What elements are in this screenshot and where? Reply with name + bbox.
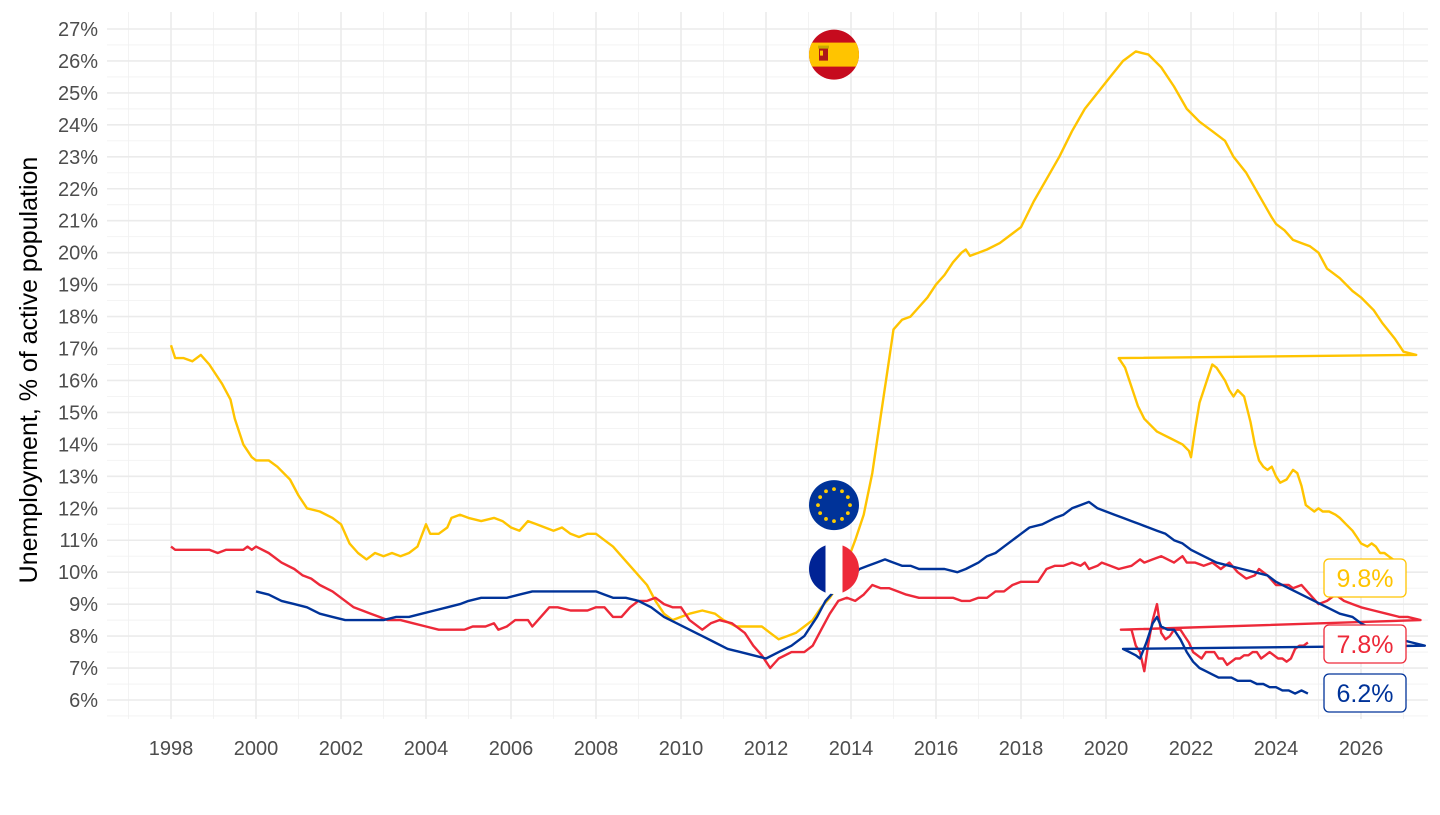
x-tick-label: 2000 [234, 738, 279, 760]
y-tick-label: 13% [58, 466, 98, 488]
y-tick-label: 18% [58, 307, 98, 329]
x-axis-ticks: 1998 2000 2002 2004 2006 2008 2010 2012 2014 2016… [149, 738, 1384, 760]
y-tick-label: 19% [58, 275, 98, 297]
series-line-france [170, 545, 1422, 673]
x-tick-label: 2006 [489, 738, 534, 760]
eu-flag-icon [809, 480, 859, 531]
y-tick-label: 20% [58, 243, 98, 265]
x-tick-label: 2010 [659, 738, 704, 760]
series-lines [169, 50, 1426, 695]
eu-star [845, 495, 850, 499]
minor-gridlines [107, 12, 1428, 719]
y-tick-label: 15% [58, 402, 98, 424]
y-tick-label: 14% [58, 434, 98, 456]
x-tick-label: 2020 [1084, 738, 1129, 760]
y-tick-label: 21% [58, 211, 98, 233]
y-tick-label: 8% [69, 626, 98, 648]
end-label-box [1323, 558, 1407, 598]
end-label-box [1323, 624, 1407, 664]
x-tick-label: 2012 [744, 738, 789, 760]
eu-star [818, 511, 823, 515]
x-tick-label: 2024 [1254, 738, 1299, 760]
y-axis-ticks: 6% 7% 8% 9% 10% 11% 12% 13% 14% 15% 16% 17% 18% 19% 20… [58, 19, 98, 712]
spain-flag-icon [809, 29, 859, 80]
end-label-spain: 9.8% [1323, 558, 1407, 598]
major-gridlines [107, 12, 1428, 719]
y-tick-label: 9% [69, 594, 98, 616]
y-axis-title: Unemployment, % of active population [15, 157, 43, 584]
x-tick-label: 2022 [1169, 738, 1214, 760]
x-tick-label: 2016 [914, 738, 959, 760]
y-tick-label: 22% [58, 179, 98, 201]
france-flag-icon [809, 544, 859, 594]
eu-star [840, 517, 844, 521]
end-label-euro-area: 6.2% [1323, 673, 1407, 713]
y-tick-label: 16% [58, 370, 98, 392]
x-tick-label: 2026 [1339, 738, 1384, 760]
x-tick-label: 2002 [319, 738, 364, 760]
x-tick-label: 2014 [829, 738, 874, 760]
eu-star [832, 487, 836, 491]
x-tick-label: 2008 [574, 738, 619, 760]
series-line-spain [169, 50, 1418, 641]
end-label-text: 6.2% [1337, 680, 1394, 708]
y-tick-label: 12% [58, 498, 98, 520]
eu-star [824, 489, 828, 494]
y-tick-label: 27% [58, 19, 98, 41]
y-tick-label: 6% [69, 690, 98, 712]
x-tick-label: 2004 [404, 738, 449, 760]
y-tick-label: 24% [58, 115, 98, 137]
end-label-box [1323, 673, 1407, 713]
y-tick-label: 23% [58, 147, 98, 169]
eu-star [816, 503, 820, 507]
end-labels: 9.8% 7.8% 6.2% [1323, 558, 1407, 713]
y-tick-label: 26% [58, 51, 98, 73]
flag-markers [809, 29, 859, 594]
eu-star [832, 519, 836, 523]
x-tick-label: 2018 [999, 738, 1044, 760]
eu-star [840, 489, 844, 494]
eu-star [848, 503, 852, 507]
series-line-euro-area [255, 500, 1426, 695]
eu-star [824, 517, 828, 521]
eu-star [845, 511, 850, 515]
y-tick-label: 7% [69, 658, 98, 680]
y-tick-label: 10% [58, 562, 98, 584]
y-tick-label: 25% [58, 83, 98, 105]
y-tick-label: 11% [59, 530, 98, 552]
x-tick-label: 1998 [149, 738, 194, 760]
end-label-france: 7.8% [1323, 624, 1407, 664]
y-tick-label: 17% [58, 339, 98, 361]
eu-star [818, 495, 823, 499]
end-label-text: 7.8% [1337, 631, 1394, 659]
end-label-text: 9.8% [1337, 565, 1394, 593]
